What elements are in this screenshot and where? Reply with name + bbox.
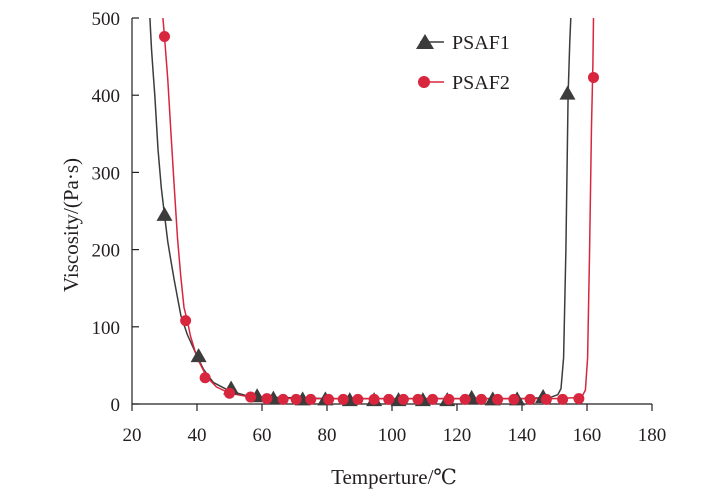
data-point-psaf2 xyxy=(427,393,439,405)
data-point-psaf2 xyxy=(573,393,585,405)
marker-layer xyxy=(156,31,599,407)
data-point-psaf2 xyxy=(368,393,380,405)
data-point-psaf2 xyxy=(159,31,170,43)
x-tick-label: 60 xyxy=(253,425,272,446)
y-tick-label: 100 xyxy=(92,318,121,339)
legend-marker-psaf2 xyxy=(418,76,430,88)
data-point-psaf2 xyxy=(323,393,335,405)
y-tick-label: 500 xyxy=(92,9,121,30)
x-tick-label: 80 xyxy=(318,425,337,446)
x-tick-label: 160 xyxy=(573,425,602,446)
data-point-psaf2 xyxy=(383,393,395,405)
data-point-psaf2 xyxy=(588,71,599,83)
x-tick-label: 40 xyxy=(188,425,207,446)
legend-marker-psaf1 xyxy=(416,34,434,49)
x-ticks: 20 40 60 80 100 120 140 160 180 xyxy=(123,404,667,446)
series-line-psaf2 xyxy=(162,18,595,400)
x-axis-title: Temperture/℃ xyxy=(331,465,457,489)
data-point-psaf2 xyxy=(352,393,364,405)
legend-item-psaf2: PSAF2 xyxy=(418,72,510,94)
data-point-psaf2 xyxy=(224,387,235,399)
y-axis-title: Viscosity/(Pa·s) xyxy=(59,158,83,292)
x-tick-label: 20 xyxy=(123,425,142,446)
x-tick-label: 120 xyxy=(443,425,472,446)
data-point-psaf2 xyxy=(524,393,536,405)
y-tick-label: 0 xyxy=(111,395,121,416)
data-point-psaf2 xyxy=(261,393,273,405)
axes xyxy=(131,18,652,405)
legend: PSAF1 PSAF2 xyxy=(416,32,510,94)
x-tick-label: 100 xyxy=(378,425,407,446)
x-tick-label: 180 xyxy=(638,425,667,446)
data-point-psaf2 xyxy=(443,393,455,405)
data-point-psaf2 xyxy=(290,393,302,405)
data-point-psaf1 xyxy=(559,85,576,100)
data-point-psaf2 xyxy=(180,315,192,327)
legend-item-psaf1: PSAF1 xyxy=(416,32,510,54)
data-point-psaf2 xyxy=(199,372,211,384)
y-tick-label: 200 xyxy=(92,241,121,262)
data-point-psaf2 xyxy=(277,393,289,405)
legend-label-psaf2: PSAF2 xyxy=(452,72,510,94)
data-point-psaf2 xyxy=(475,393,487,405)
legend-label-psaf1: PSAF1 xyxy=(452,32,510,54)
data-point-psaf2 xyxy=(245,391,257,403)
y-tick-label: 400 xyxy=(92,86,121,107)
data-point-psaf2 xyxy=(540,393,552,405)
data-point-psaf1 xyxy=(156,206,173,221)
x-tick-label: 140 xyxy=(508,425,537,446)
data-point-psaf2 xyxy=(557,393,569,405)
data-point-psaf2 xyxy=(459,393,471,405)
data-point-psaf2 xyxy=(305,393,317,405)
plot-area xyxy=(149,18,595,400)
data-point-psaf2 xyxy=(508,393,520,405)
data-point-psaf2 xyxy=(337,393,349,405)
data-point-psaf1 xyxy=(190,348,207,363)
y-ticks: 0 100 200 300 400 500 xyxy=(92,9,139,416)
data-point-psaf2 xyxy=(492,393,504,405)
y-tick-label: 300 xyxy=(92,163,121,184)
data-point-psaf2 xyxy=(412,393,424,405)
data-point-psaf2 xyxy=(397,393,409,405)
